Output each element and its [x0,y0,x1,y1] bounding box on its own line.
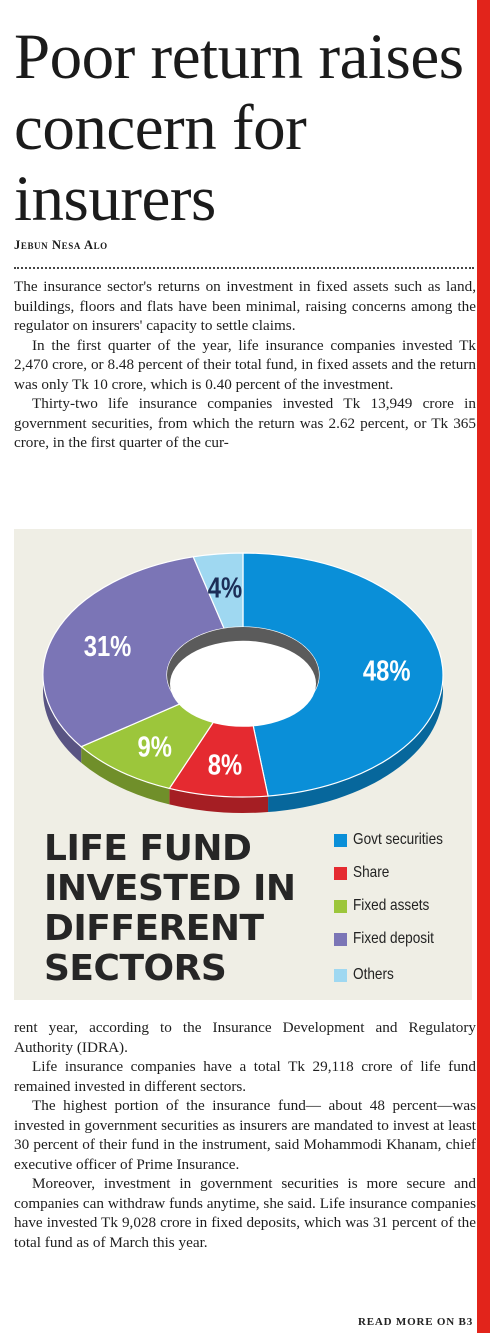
legend-swatch [334,933,347,946]
legend-swatch [334,834,347,847]
donut-side-wall [43,675,82,763]
paragraph: Life insurance companies have a total Tk… [14,1058,476,1095]
chart-title-line: SECTORS [44,948,227,989]
legend-swatch [334,969,347,982]
donut-side-wall [169,788,269,813]
legend-label: Fixed assets [353,897,430,914]
paragraph: Moreover, investment in government secur… [14,1175,476,1251]
chart-title: LIFE FUND INVESTED IN DIFFERENT SECTORS [44,829,296,989]
slice-label: 8% [208,748,242,781]
legend-label: Fixed deposit [353,930,434,947]
slice-label: 9% [138,730,172,763]
paragraph: rent year, according to the Insurance De… [14,1019,476,1056]
slice-label: 31% [84,630,132,663]
legend-label: Govt securities [353,831,443,848]
legend-swatch [334,867,347,880]
article-body-bottom: rent year, according to the Insurance De… [14,1018,476,1252]
dotted-divider [14,267,474,269]
donut-side-wall [81,746,170,805]
life-fund-infographic: 48% 8% 9% 31% 4% LIFE FUND INVESTED IN DIFFE… [14,529,472,1000]
legend-label: Others [353,966,394,983]
donut-side-wall [268,675,443,813]
chart-title-line: DIFFERENT [44,908,264,949]
read-more-link[interactable]: READ MORE ON B3 [358,1316,473,1328]
donut-hole [170,640,316,727]
article-body-top: The insurance sector's returns on invest… [14,277,476,453]
byline: Jebun Nesa Alo [14,238,108,252]
accent-red-bar [477,0,490,1333]
paragraph: Thirty-two life insurance companies inve… [14,395,476,451]
chart-title-line: INVESTED IN [44,868,296,909]
legend-label: Share [353,864,390,881]
paragraph: The highest portion of the insurance fun… [14,1097,476,1173]
donut-slice-govt-securities [242,552,444,797]
chart-title-line: LIFE FUND [44,828,252,869]
slice-label: 48% [363,654,411,687]
legend-swatch [334,900,347,913]
paragraph: The insurance sector's returns on invest… [14,278,476,334]
headline: Poor return raises concern for insurers [14,21,464,235]
donut-chart: 48% 8% 9% 31% 4% [42,552,444,813]
slice-label: 4% [208,571,242,604]
paragraph: In the first quarter of the year, life i… [14,336,476,393]
